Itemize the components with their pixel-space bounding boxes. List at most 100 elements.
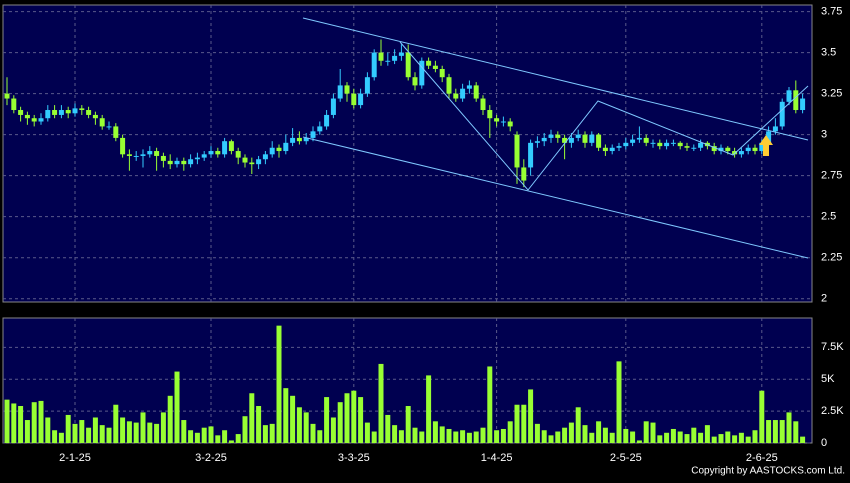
y-tick-label: 2 [821, 293, 827, 305]
candle-body [181, 160, 187, 165]
volume-bar [194, 432, 200, 443]
volume-bar [562, 427, 568, 443]
volume-bar [201, 427, 207, 443]
volume-bar [643, 421, 649, 443]
candle-body [473, 85, 479, 99]
candle-body [208, 151, 214, 155]
volume-bar [745, 436, 751, 443]
candle-body [766, 131, 772, 143]
x-tick-label: 2-1-25 [59, 452, 91, 464]
volume-bar [725, 431, 731, 443]
volume-bar [548, 435, 554, 443]
x-tick-label: 3-2-25 [195, 452, 227, 464]
candle-body [555, 134, 561, 138]
candle-body [419, 60, 425, 86]
volume-bar [398, 430, 404, 443]
volume-bar [657, 435, 663, 443]
candle-body [657, 142, 663, 147]
volume-bar [677, 431, 683, 443]
volume-bar [766, 420, 772, 443]
volume-bar [358, 397, 364, 443]
candle-body [344, 85, 350, 94]
volume-bar [528, 389, 534, 443]
candle-body [303, 137, 309, 142]
candle-body [412, 77, 418, 86]
candle-body [11, 98, 17, 111]
candle-body [290, 137, 296, 143]
candle-body [364, 77, 370, 94]
volume-bar [344, 393, 350, 443]
y-tick-label: 3.75 [821, 5, 842, 17]
volume-bar [249, 393, 255, 443]
candle-body [670, 142, 676, 144]
trend-line [302, 17, 809, 141]
candle-body [480, 98, 486, 111]
volume-bar [52, 430, 58, 443]
candle-body [215, 151, 221, 155]
candle-body [283, 142, 289, 152]
volume-bar [432, 421, 438, 443]
candle-body [188, 159, 194, 165]
zigzag-line [399, 41, 809, 191]
candle-body [194, 157, 200, 160]
y-tick-label: 3.25 [821, 88, 842, 100]
marks: 2 2.25 2.5 2.75 3 3.25 3.5 3.75 0 2.5K 5K 7.5K 2-1-2… [3, 5, 844, 464]
candle-body [752, 147, 758, 152]
candle-body [677, 142, 683, 147]
volume-bar [392, 425, 398, 443]
volume-bar [684, 434, 690, 443]
volume-bar [609, 432, 615, 443]
y-tick-label: 3 [821, 129, 827, 141]
candle-body [242, 157, 248, 163]
volume-bar [86, 427, 92, 443]
candle-body [548, 134, 554, 138]
candle-body [140, 154, 146, 156]
trend-line [302, 136, 809, 259]
candle-body [664, 142, 670, 147]
volume-bar [473, 431, 479, 443]
candle-body [562, 137, 568, 143]
y-tick-label: 5K [821, 373, 835, 385]
candle-body [630, 139, 636, 143]
volume-bar [426, 375, 432, 443]
volume-bar [738, 432, 744, 443]
candle-body [521, 167, 527, 181]
candle-body [351, 93, 357, 106]
volume-bar [698, 432, 704, 443]
candle-body [337, 85, 343, 99]
x-tick-label: 1-4-25 [481, 452, 513, 464]
volume-bar [58, 432, 64, 443]
candle-body [453, 93, 459, 99]
volume-bar [330, 417, 336, 443]
volume-bar [242, 416, 248, 443]
volume-bar [589, 432, 595, 443]
candle-body [725, 147, 731, 152]
candle-body [575, 134, 581, 138]
volume-bar [772, 420, 778, 443]
volume-bar [65, 414, 71, 443]
candle-body [296, 137, 302, 142]
volume-bar [494, 430, 500, 443]
candle-body [358, 93, 364, 106]
candle-body [86, 110, 92, 115]
volume-bar [514, 404, 520, 443]
volume-bar [18, 406, 24, 443]
volume-bar [602, 427, 608, 443]
x-tick-label: 2-5-25 [610, 452, 642, 464]
y-tick-label: 2.25 [821, 252, 842, 264]
volume-bar [208, 426, 214, 443]
volume-bar [45, 417, 51, 443]
volume-bar [412, 427, 418, 443]
candle-body [446, 77, 452, 94]
volume-bar [174, 371, 180, 443]
y-tick-label: 2.5 [821, 211, 836, 223]
candle-body [269, 147, 275, 155]
volume-bar [290, 395, 296, 443]
candle-body [324, 114, 330, 127]
candle-body [582, 134, 588, 143]
candle-body [426, 60, 432, 66]
candle-body [249, 162, 255, 165]
candle-body [745, 147, 751, 152]
candle-body [541, 137, 547, 142]
candle-body [154, 151, 160, 156]
